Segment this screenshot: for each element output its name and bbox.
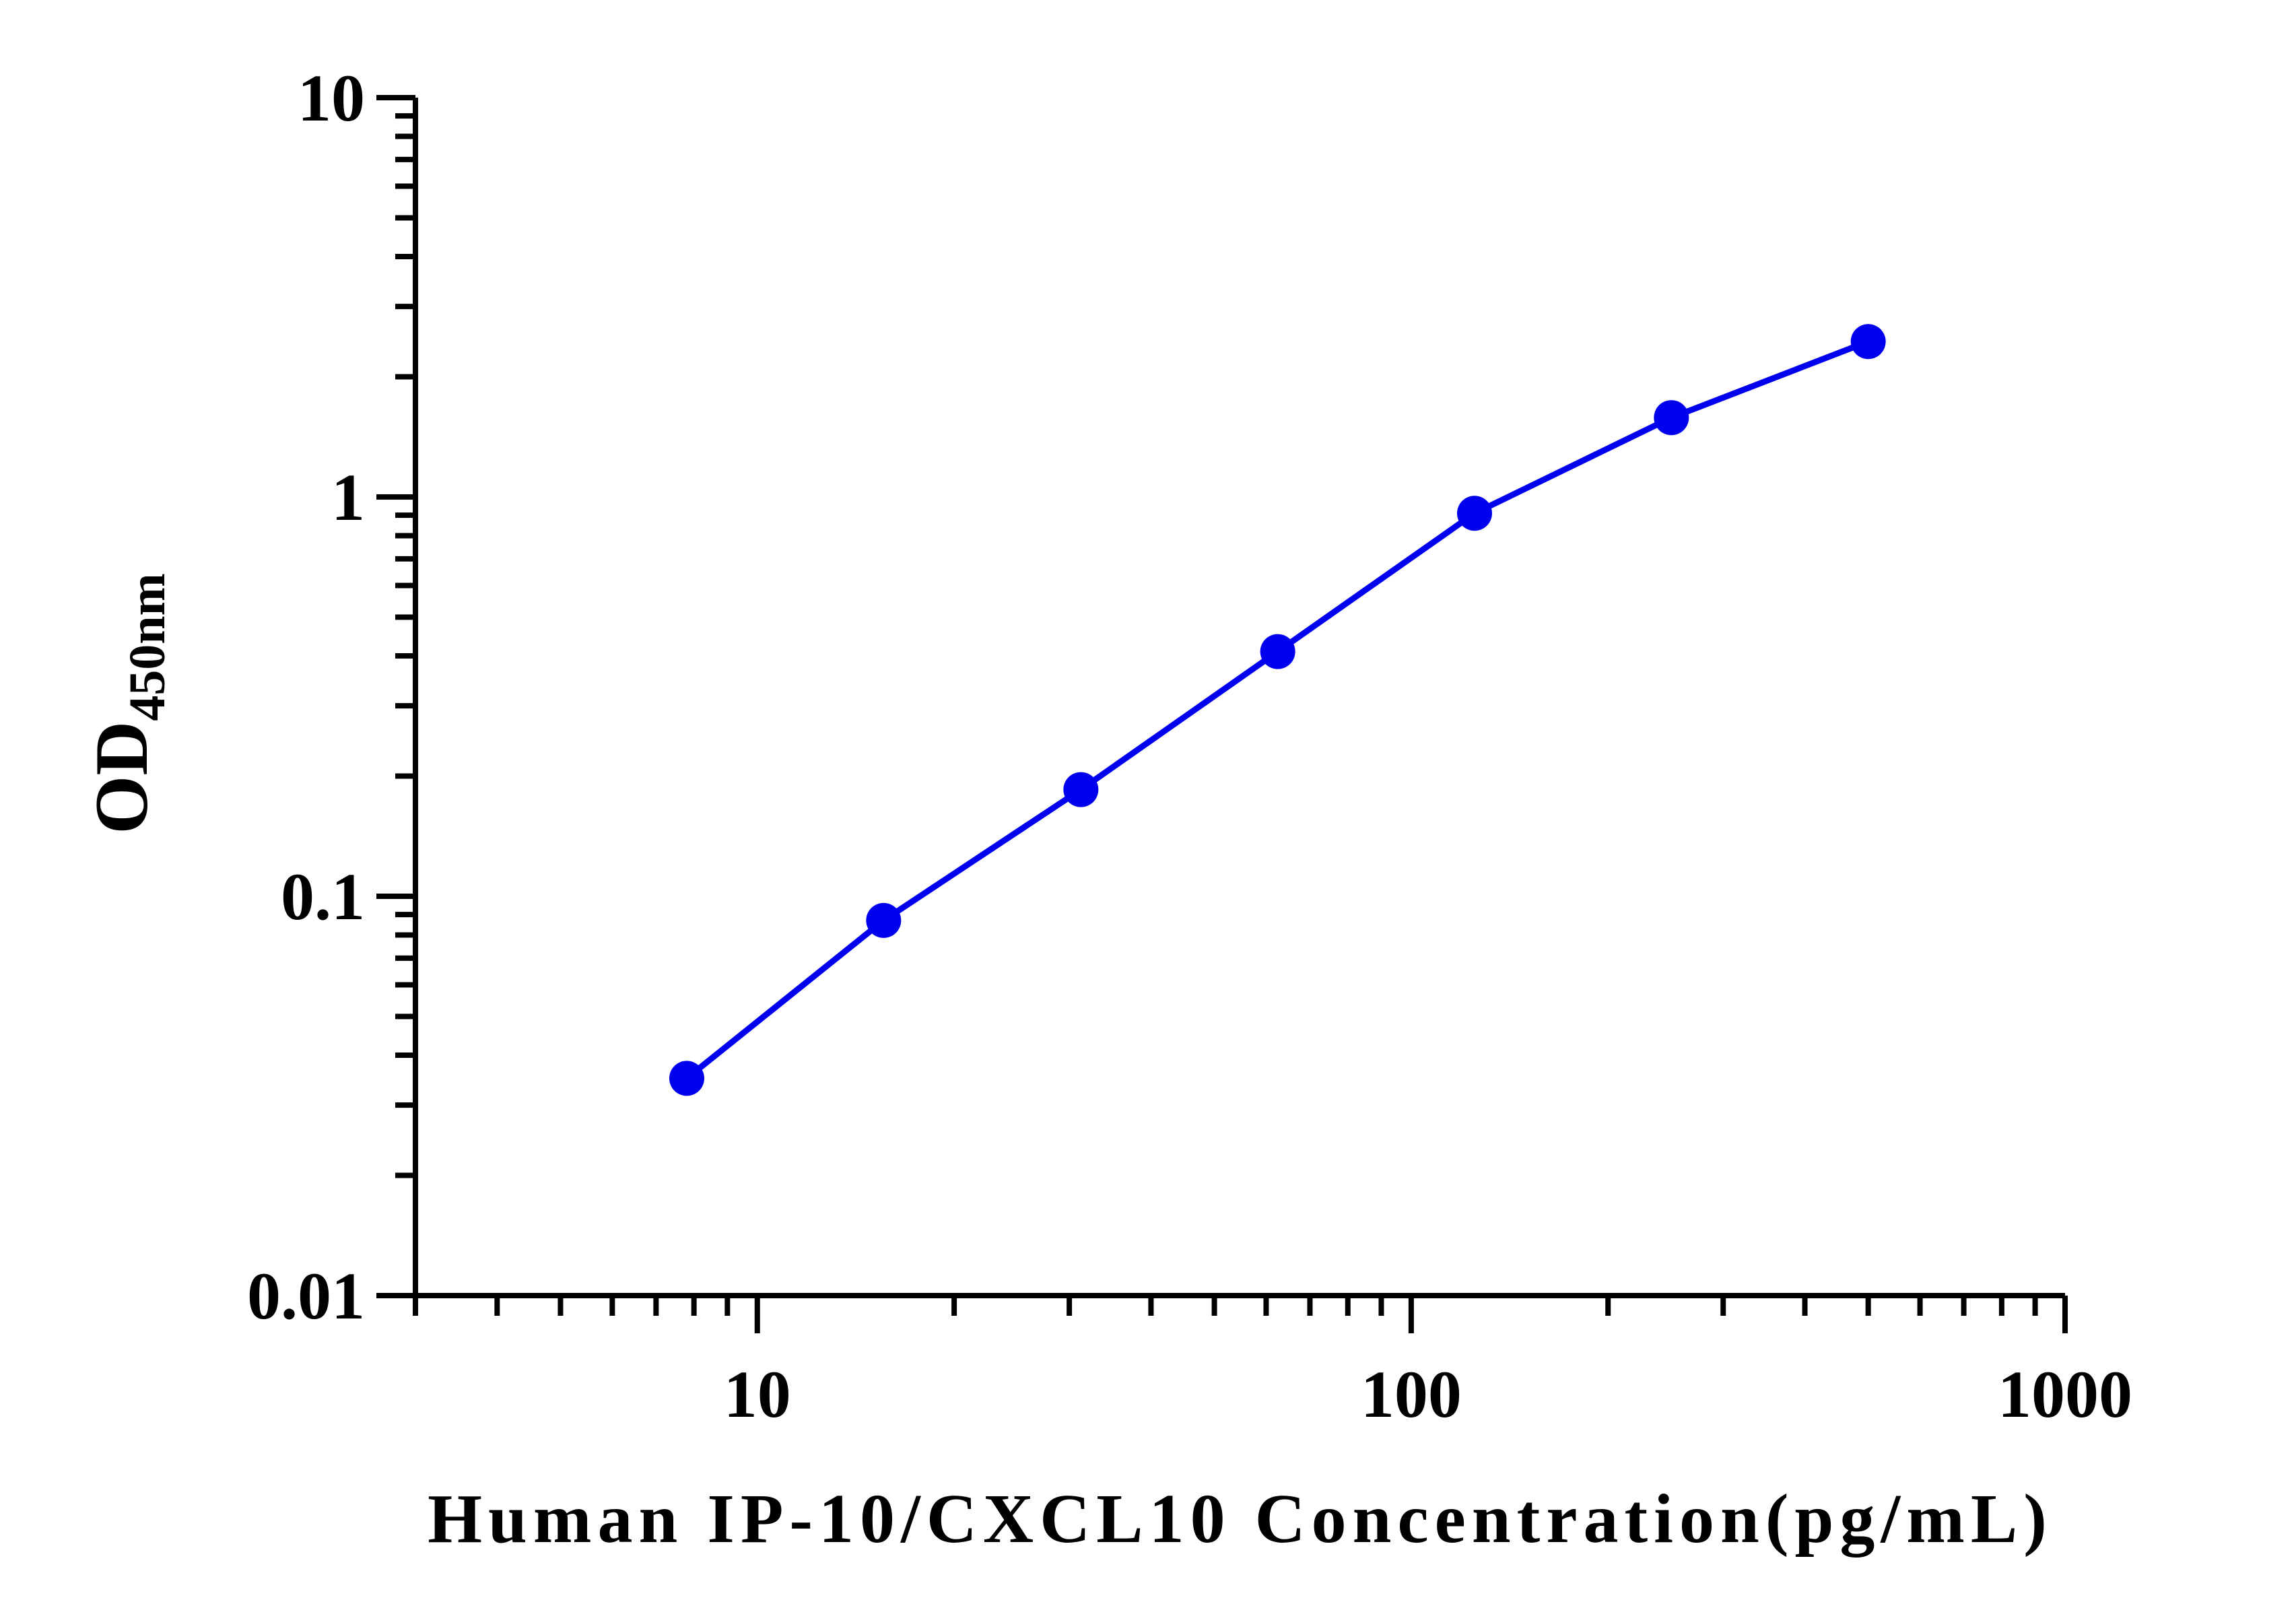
y-axis-tick-labels: 0.01 0.1 1 10 bbox=[247, 61, 365, 1333]
x-axis: 10 100 1000 bbox=[413, 1293, 2132, 1432]
x-axis-tick-labels: 10 100 1000 bbox=[724, 1357, 2132, 1432]
x-tick-label: 1000 bbox=[1998, 1357, 2132, 1432]
data-point bbox=[1850, 324, 1886, 360]
x-axis-title: Human IP-10/CXCL10 Concentration(pg/mL) bbox=[428, 1480, 2053, 1558]
plot-area bbox=[669, 324, 1886, 1096]
y-tick-label: 0.1 bbox=[281, 859, 365, 934]
y-tick-label: 1 bbox=[331, 460, 365, 535]
data-point bbox=[1456, 496, 1492, 531]
y-axis-title-main: OD bbox=[80, 721, 164, 834]
series-line bbox=[683, 338, 1872, 1081]
y-axis-title: OD450nm bbox=[80, 573, 176, 834]
x-tick-label: 100 bbox=[1361, 1357, 1462, 1432]
data-point bbox=[1654, 400, 1689, 436]
data-point bbox=[669, 1061, 704, 1096]
x-axis-ticks bbox=[413, 1296, 2068, 1333]
x-tick-label: 10 bbox=[724, 1357, 791, 1432]
data-point bbox=[1063, 772, 1099, 807]
y-tick-label: 10 bbox=[298, 61, 365, 135]
data-point bbox=[1260, 634, 1295, 669]
y-axis: 0.01 0.1 1 10 bbox=[247, 61, 418, 1333]
y-tick-label: 0.01 bbox=[247, 1259, 365, 1333]
y-axis-title-subscript: 450nm bbox=[119, 573, 176, 721]
data-point bbox=[866, 902, 902, 938]
y-axis-ticks bbox=[376, 95, 415, 1298]
